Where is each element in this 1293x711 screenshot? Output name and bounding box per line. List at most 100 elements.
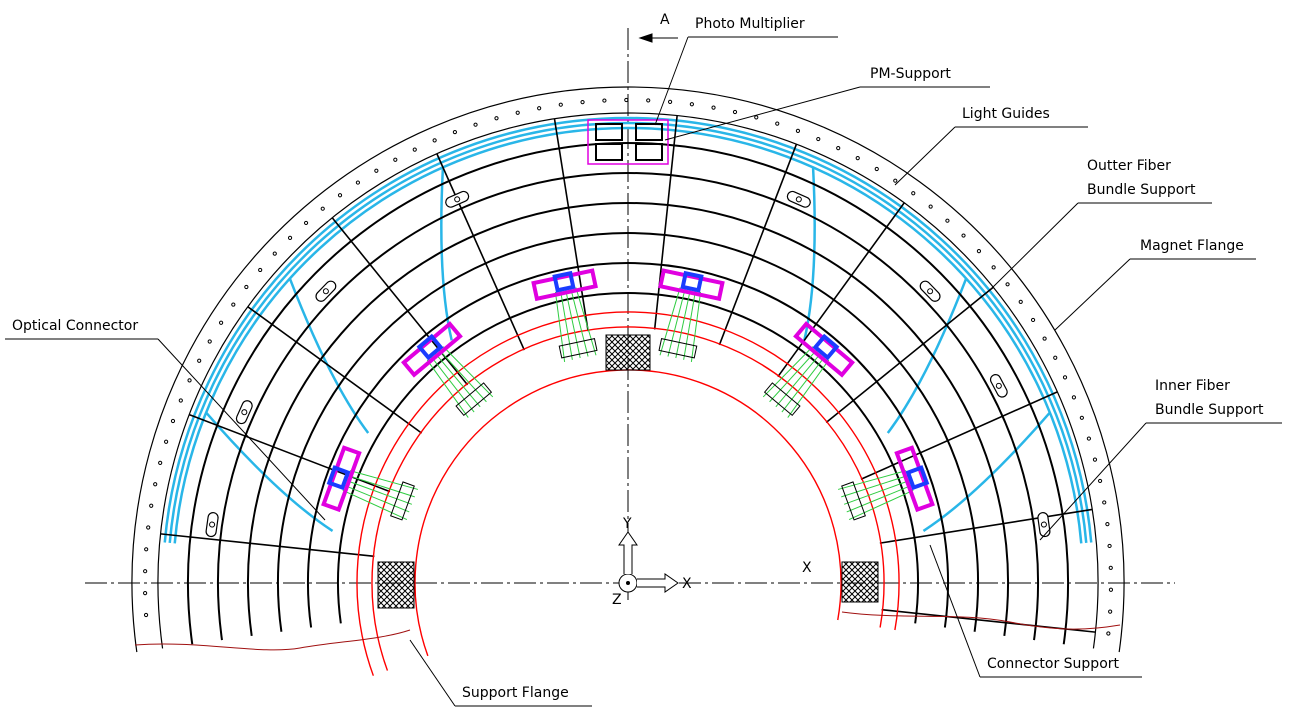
- bolt-hole: [624, 97, 629, 103]
- bolt-hole: [1005, 282, 1010, 287]
- bolt-hole: [337, 193, 343, 198]
- light-guide: [440, 167, 453, 341]
- bolt-hole: [732, 109, 738, 115]
- bolt-hole: [143, 569, 148, 574]
- bolt-hole: [1105, 522, 1110, 527]
- light-guide: [803, 167, 816, 341]
- bolt-hole: [143, 591, 148, 596]
- frame-arc: [307, 262, 949, 628]
- bolt-hole: [1018, 299, 1023, 304]
- magnet-flange: [157, 112, 1099, 649]
- bolt-hole: [1108, 587, 1114, 592]
- connector-support-body: [558, 338, 598, 359]
- spoke: [860, 391, 1058, 481]
- bolt-hole: [816, 136, 821, 142]
- fiber: [667, 288, 686, 357]
- bolt-hole: [580, 100, 585, 105]
- bolt-hole: [795, 128, 801, 133]
- fiber: [762, 346, 814, 398]
- bolt-hole: [711, 105, 716, 110]
- bolt-hole: [393, 157, 398, 162]
- support-block: [605, 334, 651, 371]
- bolt-hole: [961, 233, 966, 238]
- bolt-hole: [893, 178, 898, 183]
- light-guide: [886, 278, 968, 434]
- fiber: [442, 346, 494, 398]
- spoke: [436, 153, 526, 351]
- connector-support: [658, 338, 698, 359]
- fiber-bundle-support: [445, 190, 470, 208]
- fiber: [843, 479, 911, 505]
- section-marker: A: [660, 12, 670, 28]
- connector: [812, 333, 840, 361]
- fiber: [426, 359, 469, 418]
- frame-arc: [337, 292, 919, 624]
- fiber: [837, 470, 907, 490]
- support-plate: [205, 512, 219, 538]
- break-line: [841, 611, 1121, 630]
- connector-support-body: [841, 481, 866, 521]
- bolt-hole: [178, 398, 183, 403]
- support-plate: [445, 190, 470, 208]
- bolt-hole: [473, 122, 478, 127]
- support-plate: [919, 280, 941, 302]
- axis-arrow: [618, 531, 638, 574]
- light-guide: [163, 116, 1093, 543]
- connector: [680, 270, 704, 293]
- support-hole: [1040, 521, 1047, 528]
- spoke: [653, 115, 678, 330]
- bolt-hole: [452, 129, 458, 135]
- bolt-hole: [1097, 478, 1103, 484]
- view-marker: X: [802, 560, 812, 576]
- bolt-hole: [1108, 565, 1113, 570]
- fiber-bundle-support: [786, 190, 811, 208]
- callout-label: Outter Fiber: [1087, 158, 1171, 174]
- connector-support-body: [455, 382, 493, 417]
- support-hole: [322, 288, 329, 295]
- fiber: [342, 489, 408, 521]
- connector-support: [455, 382, 493, 417]
- light-guide: [288, 278, 370, 434]
- photo-multiplier: [595, 123, 623, 141]
- leader-line: [654, 36, 689, 126]
- light-guide: [205, 411, 334, 532]
- fiber-bundle-support: [205, 512, 219, 538]
- bolt-hole: [991, 265, 996, 270]
- bolt-hole: [258, 267, 263, 273]
- leader-line: [929, 544, 981, 678]
- callout-label: Light Guides: [962, 106, 1050, 122]
- callout-label: Bundle Support: [1155, 402, 1264, 418]
- bolt-hole: [689, 102, 694, 107]
- fiber: [565, 289, 581, 359]
- fiber: [560, 290, 573, 360]
- fiber: [690, 291, 702, 362]
- pm-frame: [587, 119, 669, 165]
- bolt-hole: [1053, 355, 1058, 360]
- support-plate: [315, 280, 337, 302]
- fiber: [434, 352, 481, 408]
- connector-support-body: [763, 382, 801, 417]
- bolt-hole: [1102, 500, 1107, 505]
- spoke: [331, 217, 469, 386]
- bolt-hole: [1042, 336, 1047, 341]
- fiber: [345, 479, 413, 505]
- callout-label: Optical Connector: [12, 318, 138, 334]
- connector-support: [390, 481, 415, 521]
- bolt-hole: [355, 180, 361, 185]
- fiber: [554, 291, 566, 362]
- bolt-hole: [146, 525, 151, 530]
- frame-arc: [217, 172, 1039, 641]
- bolt-hole: [558, 102, 563, 107]
- bolt-hole: [976, 249, 982, 254]
- fiber-bundle-support: [235, 400, 253, 425]
- support-hole: [995, 382, 1002, 389]
- connector-support-body: [390, 481, 415, 521]
- leader-line: [989, 202, 1079, 291]
- optical-connector: [658, 268, 725, 302]
- fiber: [659, 287, 681, 356]
- bolt-hole: [1030, 317, 1036, 323]
- fiber: [769, 349, 818, 403]
- photo-multiplier: [635, 143, 663, 161]
- fiber: [683, 290, 696, 360]
